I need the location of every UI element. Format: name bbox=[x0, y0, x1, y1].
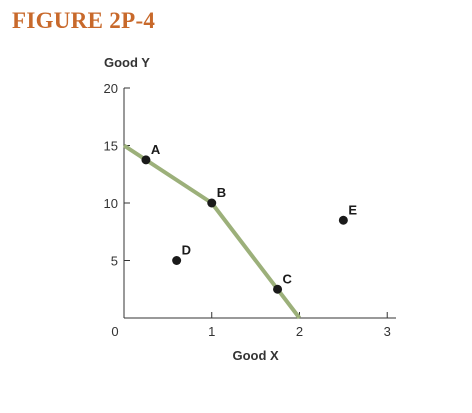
y-tick-label: 10 bbox=[104, 196, 118, 211]
point-label-e: E bbox=[348, 202, 357, 217]
point-label-a: A bbox=[151, 142, 161, 157]
production-possibilities-curve bbox=[122, 143, 302, 320]
x-axis-title: Good X bbox=[233, 348, 280, 363]
x-tick-label: 0 bbox=[111, 324, 118, 339]
point-label-b: B bbox=[217, 185, 226, 200]
points: A B C D E bbox=[141, 142, 357, 294]
point-a bbox=[141, 155, 151, 165]
point-e bbox=[338, 215, 348, 225]
point-d bbox=[172, 256, 182, 265]
x-tick-label: 3 bbox=[384, 324, 391, 339]
point-label-c: C bbox=[283, 271, 293, 286]
ticks: 5 10 15 20 0 1 2 3 bbox=[104, 81, 391, 339]
y-tick-label: 20 bbox=[104, 81, 118, 96]
x-tick-label: 2 bbox=[296, 324, 303, 339]
point-c bbox=[273, 284, 283, 294]
y-axis-title: Good Y bbox=[104, 55, 150, 70]
y-tick-label: 15 bbox=[104, 139, 118, 154]
x-tick-label: 1 bbox=[208, 324, 215, 339]
point-b bbox=[207, 198, 217, 208]
figure-title: FIGURE 2P-4 bbox=[12, 8, 156, 33]
y-tick-label: 5 bbox=[111, 254, 118, 269]
point-label-d: D bbox=[182, 243, 191, 258]
